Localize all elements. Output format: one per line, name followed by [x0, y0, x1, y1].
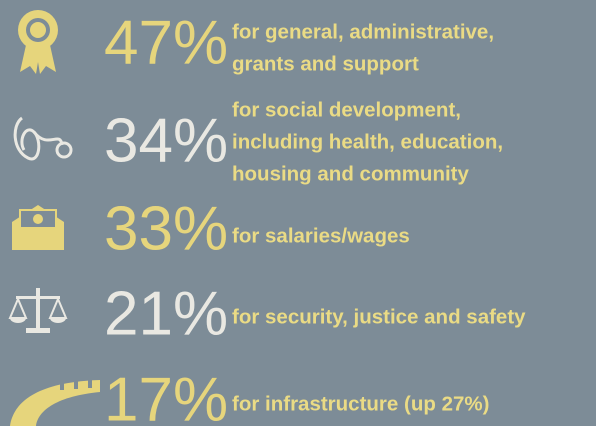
percent: 21% — [104, 279, 228, 348]
scales-icon — [8, 288, 68, 333]
label-line: for general, administrative, — [232, 20, 494, 43]
label-line: for infrastructure (up 27%) — [232, 392, 489, 415]
percent: 34% — [104, 106, 228, 175]
label-line: housing and community — [232, 162, 469, 185]
stethoscope-icon — [13, 116, 73, 161]
label-line: for salaries/wages — [232, 224, 410, 247]
road-icon — [10, 380, 100, 426]
percent: 33% — [104, 194, 228, 263]
medal-icon — [18, 10, 58, 74]
label-line: including health, education, — [232, 130, 503, 153]
percent: 47% — [104, 8, 228, 77]
envelope-icon — [12, 205, 64, 250]
label-line: for security, justice and safety — [232, 305, 526, 328]
percent: 17% — [104, 365, 228, 426]
label-line: grants and support — [232, 52, 419, 75]
label-line: for social development, — [232, 98, 461, 121]
